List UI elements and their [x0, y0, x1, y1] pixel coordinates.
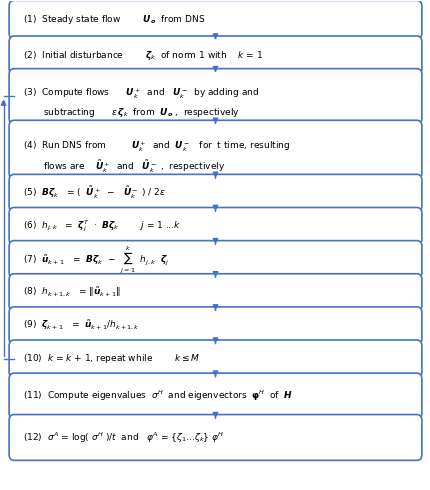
Text: (8)  $h_{k+1,k}$   = $\|\tilde{\boldsymbol{u}}_{k+1}\|$: (8) $h_{k+1,k}$ = $\|\tilde{\boldsymbol{…	[23, 286, 120, 299]
FancyBboxPatch shape	[9, 274, 421, 311]
FancyBboxPatch shape	[9, 0, 421, 39]
Text: (3)  Compute flows      $\boldsymbol{U}_k^+$  and   $\boldsymbol{U}_k^-$  by add: (3) Compute flows $\boldsymbol{U}_k^+$ a…	[23, 86, 258, 100]
FancyBboxPatch shape	[9, 340, 421, 377]
Text: (5)  $\boldsymbol{B\zeta}_k$   = (  $\tilde{\boldsymbol{U}}_k^+$  −   $\tilde{\b: (5) $\boldsymbol{B\zeta}_k$ = ( $\tilde{…	[23, 185, 165, 201]
Text: (6)  $h_{j,k}$   =  $\boldsymbol{\zeta}_j^T$  ·  $\boldsymbol{B\zeta}_k$        : (6) $h_{j,k}$ = $\boldsymbol{\zeta}_j^T$…	[23, 219, 181, 234]
Text: (9)  $\boldsymbol{\zeta}_{k+1}$   =  $\tilde{\boldsymbol{u}}_{k+1}$/$h_{k+1,k}$: (9) $\boldsymbol{\zeta}_{k+1}$ = $\tilde…	[23, 319, 139, 332]
FancyBboxPatch shape	[9, 69, 421, 124]
Text: (1)  Steady state flow        $\boldsymbol{U}_{\boldsymbol{o}}$  from DNS: (1) Steady state flow $\boldsymbol{U}_{\…	[23, 13, 205, 26]
FancyBboxPatch shape	[9, 36, 421, 74]
Text: (10)  $k$ = $k$ + 1, repeat while        $k \leq M$: (10) $k$ = $k$ + 1, repeat while $k \leq…	[23, 352, 200, 365]
Text: (2)  Initial disturbance        $\boldsymbol{\zeta}_k$  of norm 1 with    $k$ = : (2) Initial disturbance $\boldsymbol{\ze…	[23, 49, 262, 62]
FancyBboxPatch shape	[9, 120, 421, 179]
Text: flows are    $\tilde{\boldsymbol{U}}_k^+$  and   $\tilde{\boldsymbol{U}}_k^-$ , : flows are $\tilde{\boldsymbol{U}}_k^+$ a…	[23, 159, 224, 175]
FancyBboxPatch shape	[9, 174, 421, 212]
Text: (7)  $\tilde{\boldsymbol{u}}_{k+1}$   =  $\boldsymbol{B\zeta}_k$  −  $\sum_{j=1}: (7) $\tilde{\boldsymbol{u}}_{k+1}$ = $\b…	[23, 244, 169, 275]
Text: subtracting      $\varepsilon\,\boldsymbol{\zeta}_k$  from  $\boldsymbol{U}_{\bo: subtracting $\varepsilon\,\boldsymbol{\z…	[23, 106, 239, 119]
FancyBboxPatch shape	[9, 307, 421, 344]
Text: (4)  Run DNS from         $\boldsymbol{U}_k^+$  and  $\boldsymbol{U}_k^-$   for : (4) Run DNS from $\boldsymbol{U}_k^+$ an…	[23, 139, 289, 153]
Text: (11)  Compute eigenvalues  $\sigma^H$  and eigenvectors  $\boldsymbol{\varphi}^H: (11) Compute eigenvalues $\sigma^H$ and …	[23, 389, 292, 403]
FancyBboxPatch shape	[9, 415, 421, 460]
Text: (12)  $\sigma^A$ = log( $\sigma^H$ )/$t$  and   $\varphi^A$ = {$\zeta_1$...$\zet: (12) $\sigma^A$ = log( $\sigma^H$ )/$t$ …	[23, 430, 224, 444]
FancyBboxPatch shape	[9, 373, 421, 419]
FancyBboxPatch shape	[9, 241, 421, 278]
FancyBboxPatch shape	[9, 207, 421, 245]
